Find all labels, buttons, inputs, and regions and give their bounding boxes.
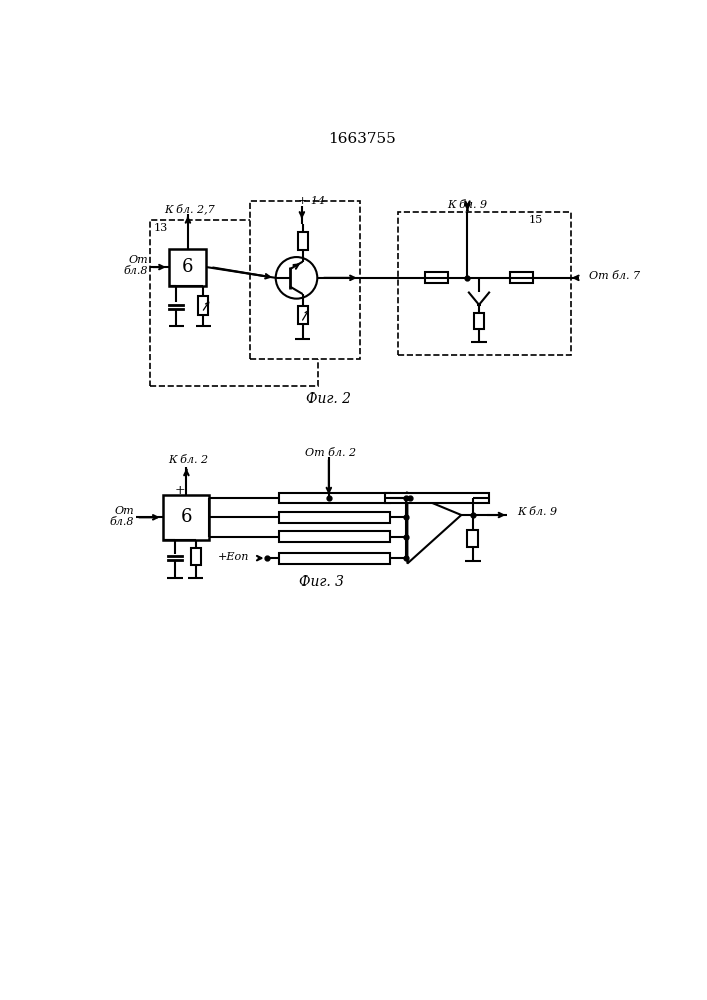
Text: К бл. 9: К бл. 9: [448, 200, 488, 210]
Text: Oт бл. 7: Oт бл. 7: [589, 271, 641, 281]
Bar: [398, 212, 571, 355]
Text: Oт бл. 2: Oт бл. 2: [305, 448, 356, 458]
Bar: [298, 232, 308, 250]
Bar: [163, 495, 209, 540]
Bar: [191, 548, 201, 565]
Bar: [199, 296, 209, 315]
Text: К бл. 2,7: К бл. 2,7: [164, 203, 215, 214]
Text: Oт: Oт: [128, 255, 148, 265]
Bar: [510, 272, 533, 283]
Bar: [425, 272, 448, 283]
Text: 6: 6: [182, 258, 194, 276]
Bar: [385, 493, 489, 503]
Bar: [170, 249, 206, 286]
Bar: [250, 201, 360, 359]
Bar: [279, 531, 390, 542]
Text: К бл. 2: К бл. 2: [168, 455, 208, 465]
Text: 6: 6: [181, 508, 192, 526]
Text: бл.8: бл.8: [124, 266, 148, 276]
Text: + 14: + 14: [298, 196, 325, 206]
Bar: [150, 220, 318, 386]
Text: +Eоп: +Eоп: [218, 552, 250, 562]
Bar: [298, 306, 308, 324]
Bar: [474, 313, 484, 329]
Bar: [279, 553, 390, 564]
Text: Фиг. 2: Фиг. 2: [306, 392, 351, 406]
Text: 15: 15: [529, 215, 543, 225]
Text: +: +: [175, 484, 185, 497]
Text: Oт: Oт: [115, 506, 134, 516]
Text: бл.8: бл.8: [110, 517, 134, 527]
Text: К бл. 9: К бл. 9: [517, 507, 557, 517]
Bar: [279, 493, 390, 503]
Text: 1663755: 1663755: [328, 132, 396, 146]
Bar: [279, 512, 390, 523]
Bar: [467, 530, 478, 547]
Text: Фиг. 3: Фиг. 3: [298, 575, 344, 589]
Text: 13: 13: [153, 223, 168, 233]
